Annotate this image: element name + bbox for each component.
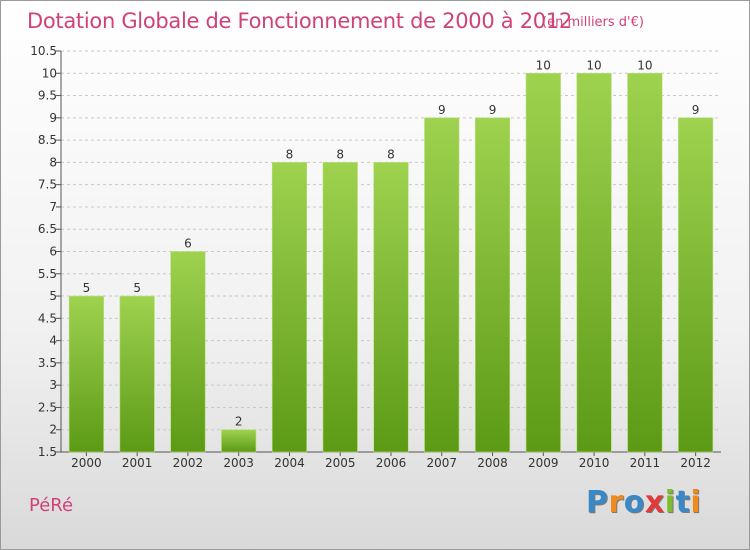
logo-letter: r — [608, 485, 624, 520]
y-tick-label: 6.5 — [38, 222, 57, 236]
x-tick-label: 2006 — [376, 456, 407, 470]
y-tick-label: 7 — [49, 200, 57, 214]
x-tick-label: 2012 — [680, 456, 711, 470]
x-tick-label: 2009 — [528, 456, 559, 470]
logo-letter: P — [586, 485, 609, 520]
y-tick-label: 6 — [49, 245, 57, 259]
chart-subtitle: (en milliers d'€) — [542, 15, 644, 30]
data-label: 8 — [336, 147, 344, 161]
x-tick-label: 2010 — [579, 456, 610, 470]
x-tick-label: 2002 — [173, 456, 204, 470]
data-label: 5 — [83, 281, 91, 295]
bar — [271, 162, 308, 453]
bar — [474, 117, 511, 453]
logo-letter: i — [690, 485, 702, 520]
data-label: 8 — [286, 147, 294, 161]
x-tick-label: 2008 — [477, 456, 508, 470]
commune-name: PéRé — [29, 495, 74, 516]
x-tick-label: 2001 — [122, 456, 153, 470]
logo-letter: t — [675, 485, 691, 520]
labels: 1.5 2 2.5 3 3.5 4 4.5 5 5.5 6 6.5 7 7.5 8 8.5 9 9.5 10 10.… — [30, 44, 711, 470]
y-tick-label: 9 — [49, 111, 57, 125]
y-tick-label: 3 — [49, 378, 57, 392]
y-tick-label: 1.5 — [38, 445, 57, 459]
logo-letter: x — [644, 485, 665, 520]
proxiti-logo: Proxiti — [586, 485, 701, 520]
bar — [576, 72, 612, 453]
bar — [322, 162, 358, 453]
data-label: 6 — [184, 237, 192, 251]
y-tick-label: 2 — [49, 423, 57, 437]
data-label: 9 — [692, 103, 700, 117]
x-tick-label: 2007 — [426, 456, 457, 470]
data-label: 8 — [387, 147, 395, 161]
y-tick-label: 10.5 — [30, 44, 57, 58]
bar — [221, 429, 257, 453]
data-label: 10 — [637, 58, 652, 72]
data-label: 10 — [586, 58, 601, 72]
y-tick-label: 5.5 — [38, 267, 57, 281]
bar — [373, 162, 409, 453]
y-tick-label: 4.5 — [38, 311, 57, 325]
x-tick-label: 2000 — [71, 456, 102, 470]
chart-title: Dotation Globale de Fonctionnement de 20… — [27, 9, 572, 33]
data-label: 9 — [489, 103, 497, 117]
y-tick-label: 7.5 — [38, 178, 57, 192]
x-tick-label: 2004 — [274, 456, 305, 470]
y-tick-label: 8 — [49, 155, 57, 169]
bar — [68, 295, 104, 453]
logo-letter: i — [664, 485, 676, 520]
x-tick-label: 2011 — [630, 456, 661, 470]
bar — [627, 72, 663, 453]
bar — [678, 117, 714, 453]
bars — [68, 72, 714, 453]
x-tick-label: 2003 — [223, 456, 254, 470]
y-tick-label: 10 — [42, 66, 57, 80]
y-tick-label: 9.5 — [38, 89, 57, 103]
bar — [119, 295, 155, 453]
data-label: 9 — [438, 103, 446, 117]
logo-letter: o — [623, 485, 645, 520]
y-tick-label: 4 — [49, 334, 57, 348]
y-tick-label: 5 — [49, 289, 57, 303]
y-tick-label: 3.5 — [38, 356, 57, 370]
x-tick-label: 2005 — [325, 456, 356, 470]
y-tick-label: 8.5 — [38, 133, 57, 147]
data-label: 10 — [536, 58, 551, 72]
y-tick-label: 2.5 — [38, 400, 57, 414]
bar — [170, 251, 206, 453]
bar — [424, 117, 460, 453]
bar — [525, 72, 561, 453]
data-label: 5 — [133, 281, 141, 295]
data-label: 2 — [235, 415, 243, 429]
